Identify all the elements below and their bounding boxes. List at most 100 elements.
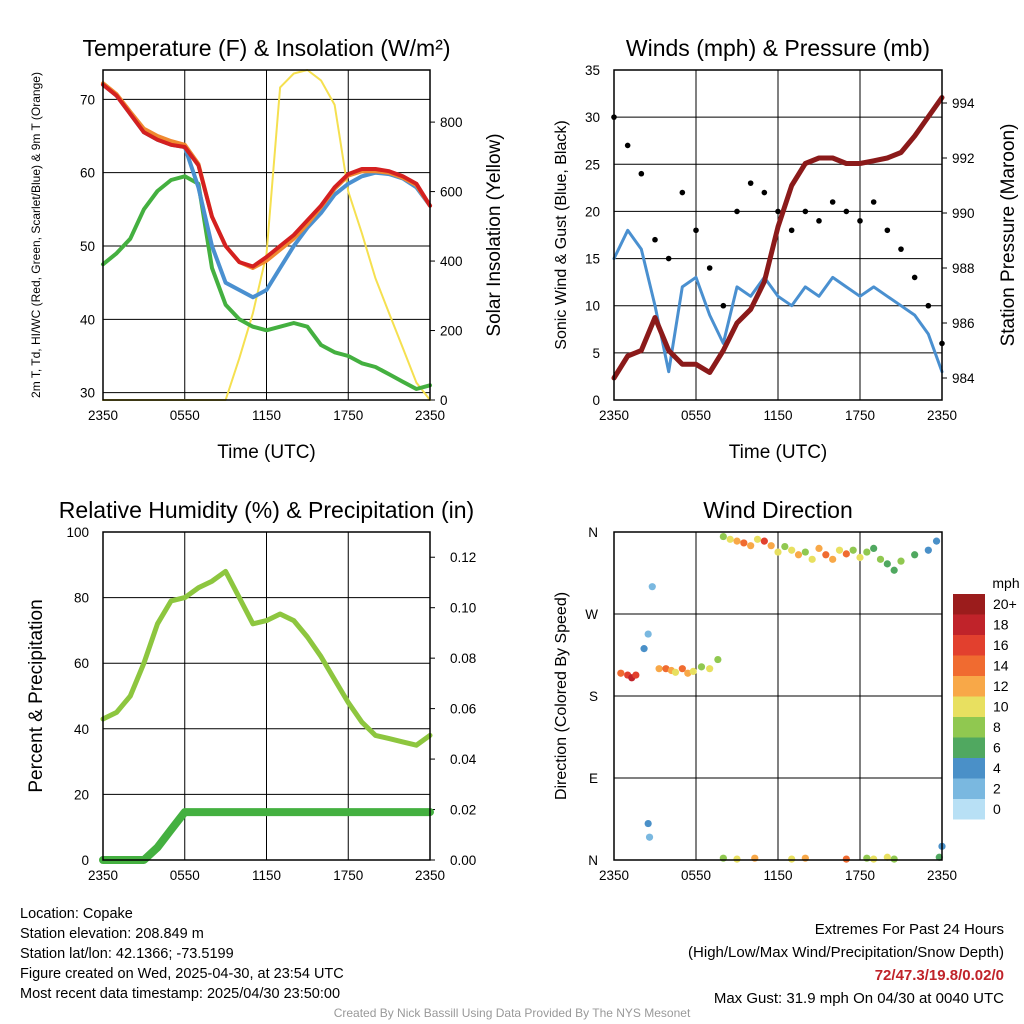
y2-tick-label: 0.02 [450, 803, 476, 818]
panel-1: Temperature (F) & Insolation (W/m²)2350 0… [29, 35, 505, 463]
gust-point [720, 302, 727, 309]
location-text: Location: Copake [20, 906, 133, 922]
gust-point [624, 142, 631, 149]
direction-point [863, 548, 871, 556]
legend-swatch [953, 778, 985, 799]
legend-swatch [953, 696, 985, 717]
direction-point [640, 645, 648, 653]
gust-point [693, 227, 699, 234]
gust-point [829, 199, 836, 205]
x-tick-label: 1150 [252, 408, 281, 423]
legend-label: 10 [993, 699, 1009, 715]
gust-point [843, 208, 850, 215]
legend-label: 16 [993, 637, 1009, 653]
y-tick-label: 60 [74, 656, 89, 671]
direction-point [781, 542, 789, 551]
y2-axis-label: Station Pressure (Maroon) [998, 124, 1019, 347]
y-tick-label: 70 [80, 92, 95, 107]
direction-point [747, 542, 755, 550]
y2-tick-label: 0 [440, 393, 448, 408]
gust-point [898, 246, 904, 252]
station-info: Location: Copake Station elevation: 208.… [20, 904, 344, 1004]
plot-frame [613, 531, 943, 861]
panel-title: Winds (mph) & Pressure (mb) [626, 35, 930, 61]
gust-point [816, 218, 822, 224]
direction-point [911, 551, 919, 559]
direction-point [808, 555, 816, 563]
direction-point [684, 669, 692, 677]
y-tick-label: 0 [592, 393, 600, 408]
direction-point [870, 544, 878, 553]
x-tick-label: 1750 [333, 408, 363, 423]
direction-point [648, 583, 656, 591]
y-tick-label: 20 [585, 204, 600, 219]
recent-text: Most recent data timestamp: 2025/04/30 2… [20, 986, 341, 1002]
y-axis-label: 2m T, Td, HI/WC (Red, Green, Scarlet/Blu… [29, 72, 43, 398]
y2-tick-label: 200 [440, 324, 463, 339]
series-9m-t [101, 81, 432, 270]
direction-point [842, 550, 850, 558]
y-tick-label: 50 [80, 239, 95, 254]
x-tick-label: 1750 [845, 408, 875, 423]
direction-point [883, 853, 891, 861]
panel-title: Temperature (F) & Insolation (W/m²) [82, 35, 450, 61]
y-tick-label: 40 [80, 312, 95, 327]
direction-point [897, 557, 905, 565]
legend-swatch [953, 655, 985, 676]
created-text: Figure created on Wed, 2025-04-30, at 23… [20, 966, 344, 982]
gust-point [925, 302, 932, 309]
legend-swatch [953, 594, 985, 615]
legend-label: 8 [993, 719, 1001, 735]
x-tick-label: 2350 [599, 868, 629, 883]
y2-axis-label: Solar Insolation (Yellow) [484, 133, 505, 336]
y-tick-label: S [589, 689, 598, 704]
y-tick-label: 40 [74, 722, 89, 737]
x-tick-label: 0550 [170, 868, 200, 883]
gust-point [734, 208, 740, 215]
series-wind [612, 228, 944, 374]
y-tick-label: 35 [585, 63, 600, 78]
plot-frame [102, 531, 431, 861]
y-tick-label: 10 [585, 299, 600, 314]
direction-point [815, 544, 823, 553]
speed-legend: mph 20+ 18 16 14 12 10 8 6 4 2 0 [953, 575, 1020, 820]
credit-text: Created By Nick Bassill Using Data Provi… [333, 1006, 691, 1020]
legend-swatch [953, 737, 985, 758]
legend-label: 0 [993, 801, 1001, 817]
series-2m-t [101, 82, 432, 269]
x-tick-label: 1750 [333, 868, 363, 883]
x-tick-label: 2350 [415, 868, 445, 883]
gust-point [638, 170, 645, 177]
panel-title: Wind Direction [703, 497, 853, 523]
y-tick-label: 100 [66, 525, 89, 540]
direction-point [935, 853, 943, 861]
gust-point [870, 199, 877, 205]
legend-label: 14 [993, 658, 1009, 674]
y2-tick-label: 0.12 [450, 550, 476, 565]
y2-tick-label: 984 [952, 371, 975, 386]
direction-point [719, 532, 727, 541]
y2-tick-label: 986 [952, 316, 975, 331]
y-tick-label: 60 [80, 166, 95, 181]
x-axis-label: Time (UTC) [729, 442, 828, 463]
y-axis-label: Direction (Colored By Speed) [553, 592, 570, 800]
gust-point [788, 227, 795, 234]
y2-tick-label: 0.06 [450, 702, 476, 717]
direction-point [733, 537, 741, 545]
series-rh [100, 568, 433, 748]
y2-tick-label: 990 [952, 206, 975, 221]
direction-point [726, 535, 734, 543]
gust-point [775, 208, 781, 215]
direction-point [788, 855, 796, 863]
direction-point [788, 546, 796, 554]
x-tick-label: 1150 [763, 868, 792, 883]
gust-point [679, 189, 686, 196]
legend-swatch [953, 799, 985, 820]
direction-point [822, 551, 830, 559]
series-precip [99, 808, 434, 864]
gust-point [857, 218, 863, 224]
y2-tick-label: 0.04 [450, 752, 477, 767]
direction-point [760, 537, 768, 545]
gust-point [802, 208, 809, 215]
